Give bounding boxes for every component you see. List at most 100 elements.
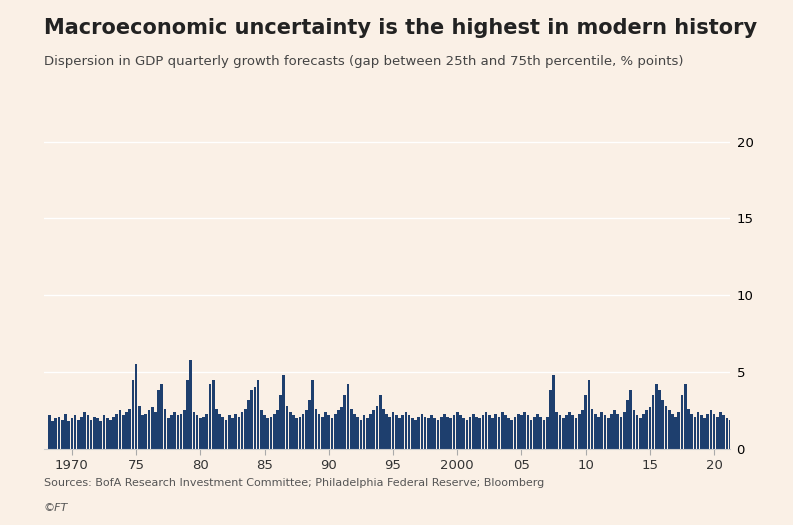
- Bar: [575, 418, 577, 449]
- Bar: [99, 421, 102, 449]
- Bar: [241, 412, 243, 449]
- Bar: [437, 419, 439, 449]
- Bar: [588, 380, 590, 449]
- Bar: [193, 412, 195, 449]
- Bar: [209, 384, 211, 449]
- Bar: [768, 419, 770, 449]
- Bar: [514, 417, 516, 449]
- Bar: [671, 414, 674, 449]
- Bar: [362, 415, 366, 449]
- Bar: [234, 414, 237, 449]
- Bar: [434, 418, 436, 449]
- Bar: [469, 417, 471, 449]
- Bar: [511, 419, 513, 449]
- Bar: [83, 412, 86, 449]
- Bar: [649, 407, 651, 449]
- Bar: [674, 417, 677, 449]
- Bar: [260, 411, 262, 449]
- Bar: [254, 387, 256, 449]
- Bar: [508, 418, 510, 449]
- Bar: [420, 414, 423, 449]
- Bar: [93, 417, 96, 449]
- Bar: [408, 415, 411, 449]
- Bar: [157, 391, 160, 449]
- Bar: [530, 419, 532, 449]
- Bar: [600, 412, 603, 449]
- Bar: [125, 412, 128, 449]
- Bar: [703, 418, 706, 449]
- Bar: [64, 414, 67, 449]
- Bar: [453, 415, 455, 449]
- Bar: [90, 419, 93, 449]
- Bar: [55, 418, 57, 449]
- Bar: [119, 411, 121, 449]
- Bar: [324, 412, 327, 449]
- Bar: [132, 380, 134, 449]
- Bar: [401, 415, 404, 449]
- Bar: [170, 415, 173, 449]
- Bar: [144, 414, 147, 449]
- Bar: [147, 411, 151, 449]
- Bar: [462, 418, 465, 449]
- Bar: [382, 409, 385, 449]
- Bar: [302, 414, 305, 449]
- Bar: [450, 418, 452, 449]
- Bar: [481, 415, 485, 449]
- Bar: [623, 412, 626, 449]
- Bar: [398, 418, 400, 449]
- Bar: [498, 417, 500, 449]
- Bar: [116, 414, 118, 449]
- Bar: [430, 415, 433, 449]
- Bar: [443, 414, 446, 449]
- Bar: [138, 406, 140, 449]
- Bar: [539, 417, 542, 449]
- Bar: [700, 415, 703, 449]
- Bar: [427, 418, 430, 449]
- Bar: [748, 412, 751, 449]
- Bar: [722, 415, 725, 449]
- Bar: [472, 414, 475, 449]
- Bar: [440, 417, 442, 449]
- Bar: [366, 418, 369, 449]
- Bar: [741, 414, 745, 449]
- Bar: [298, 417, 301, 449]
- Bar: [652, 395, 654, 449]
- Bar: [102, 415, 105, 449]
- Bar: [694, 417, 696, 449]
- Bar: [305, 411, 308, 449]
- Bar: [312, 380, 314, 449]
- Bar: [501, 412, 504, 449]
- Bar: [212, 380, 215, 449]
- Bar: [527, 415, 529, 449]
- Bar: [404, 412, 407, 449]
- Bar: [128, 409, 131, 449]
- Bar: [646, 411, 648, 449]
- Bar: [613, 411, 616, 449]
- Bar: [177, 415, 179, 449]
- Bar: [67, 421, 70, 449]
- Bar: [163, 409, 167, 449]
- Bar: [321, 417, 324, 449]
- Bar: [122, 415, 125, 449]
- Bar: [558, 415, 561, 449]
- Bar: [370, 414, 372, 449]
- Bar: [578, 414, 580, 449]
- Bar: [379, 395, 381, 449]
- Bar: [385, 414, 388, 449]
- Bar: [777, 419, 780, 449]
- Bar: [331, 418, 333, 449]
- Bar: [680, 395, 684, 449]
- Bar: [565, 415, 568, 449]
- Bar: [549, 391, 552, 449]
- Bar: [665, 406, 668, 449]
- Bar: [729, 419, 732, 449]
- Bar: [485, 412, 488, 449]
- Bar: [555, 412, 558, 449]
- Bar: [636, 415, 638, 449]
- Bar: [221, 417, 224, 449]
- Bar: [735, 414, 738, 449]
- Text: Dispersion in GDP quarterly growth forecasts (gap between 25th and 75th percenti: Dispersion in GDP quarterly growth forec…: [44, 55, 683, 68]
- Bar: [619, 417, 623, 449]
- Bar: [707, 414, 709, 449]
- Bar: [395, 415, 397, 449]
